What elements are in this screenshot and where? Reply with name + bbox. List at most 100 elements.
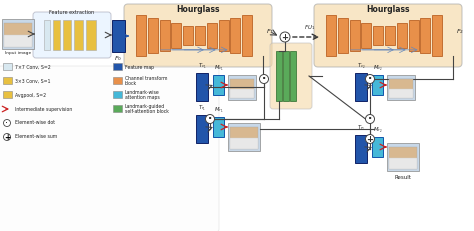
Bar [409,20,419,51]
Bar [326,15,336,56]
Text: Input image: Input image [5,51,31,55]
Bar [230,89,254,98]
Text: $F_0$: $F_0$ [115,54,122,63]
Bar [372,137,383,157]
Text: $T_{r_1}$: $T_{r_1}$ [198,103,206,113]
Bar [389,79,413,98]
Circle shape [280,32,290,42]
Text: Feature map: Feature map [125,64,154,70]
Bar [136,15,146,56]
Bar [283,51,289,101]
Text: $FU_1$: $FU_1$ [304,23,315,32]
Text: Hourglass: Hourglass [366,5,410,14]
Bar [113,91,122,98]
Text: $M_{c_1}$: $M_{c_1}$ [213,64,223,73]
Bar [4,35,32,47]
Text: +: + [4,133,10,142]
Text: +: + [366,134,374,143]
Bar [148,18,158,53]
Bar [113,105,122,112]
Text: $M_{c_2}$: $M_{c_2}$ [373,64,383,73]
Text: Element-wise sum: Element-wise sum [15,134,57,140]
Text: 7×7 Conv, S=2: 7×7 Conv, S=2 [15,64,51,70]
Bar [3,77,12,84]
Bar [389,158,417,169]
Bar [228,123,260,151]
Text: $M_{r_2}$: $M_{r_2}$ [373,125,382,135]
FancyBboxPatch shape [314,4,462,67]
Bar [387,143,419,171]
Circle shape [206,115,215,124]
Circle shape [3,134,10,140]
Text: ·: · [208,114,212,124]
Bar [4,23,32,47]
Bar [230,18,240,53]
Bar [213,75,224,95]
Text: +: + [282,33,289,42]
FancyBboxPatch shape [0,66,219,231]
Text: Channel transform
block: Channel transform block [125,76,167,86]
FancyBboxPatch shape [124,4,272,67]
Bar [397,23,407,48]
Bar [160,20,170,51]
Bar [338,18,348,53]
Bar [196,115,208,143]
Bar [355,135,367,163]
Bar [172,23,182,48]
Bar [290,51,296,101]
Bar [242,15,252,56]
Text: Result: Result [394,175,411,180]
Bar [207,23,217,48]
Bar [228,75,256,100]
Text: Landmark-wise
attention maps: Landmark-wise attention maps [125,90,160,100]
Bar [74,20,83,50]
Circle shape [365,134,374,143]
Bar [2,19,34,49]
Bar [219,20,228,51]
FancyBboxPatch shape [33,12,111,58]
Text: $F_1$: $F_1$ [266,27,274,36]
Bar [230,138,258,149]
Text: ·: · [368,74,372,84]
Text: ·: · [262,74,266,84]
Text: $M_{r_1}$: $M_{r_1}$ [214,106,223,115]
Bar [63,20,71,50]
Text: $T_{r_2}$: $T_{r_2}$ [357,124,365,133]
Text: $T_{c_1}$: $T_{c_1}$ [198,61,206,71]
Circle shape [259,75,268,83]
Bar [372,75,383,95]
Text: Landmark-guided
self-attention block: Landmark-guided self-attention block [125,103,169,114]
Bar [44,20,50,50]
Text: Hourglass: Hourglass [176,5,220,14]
Bar [230,127,258,149]
FancyBboxPatch shape [270,43,312,109]
Bar [432,15,442,56]
Text: ·: · [6,118,9,128]
Text: Element-wise dot: Element-wise dot [15,121,55,125]
Bar [183,26,193,45]
Bar [53,20,60,50]
Circle shape [365,115,374,124]
Bar [361,23,372,48]
Bar [385,26,395,45]
Bar [3,91,12,98]
Bar [213,117,224,137]
Bar [195,26,205,45]
Bar [373,26,383,45]
Bar [3,63,12,70]
Bar [112,20,125,52]
Circle shape [365,75,374,83]
Text: ·: · [368,114,372,124]
Circle shape [3,119,10,127]
Bar [113,77,122,84]
Bar [113,63,122,70]
Bar [355,73,367,101]
Bar [420,18,430,53]
Text: Avgpool, S=2: Avgpool, S=2 [15,92,46,97]
Bar [387,75,415,100]
Bar [196,73,208,101]
Bar [86,20,96,50]
Bar [389,89,413,98]
Bar [350,20,360,51]
Bar [230,79,254,98]
